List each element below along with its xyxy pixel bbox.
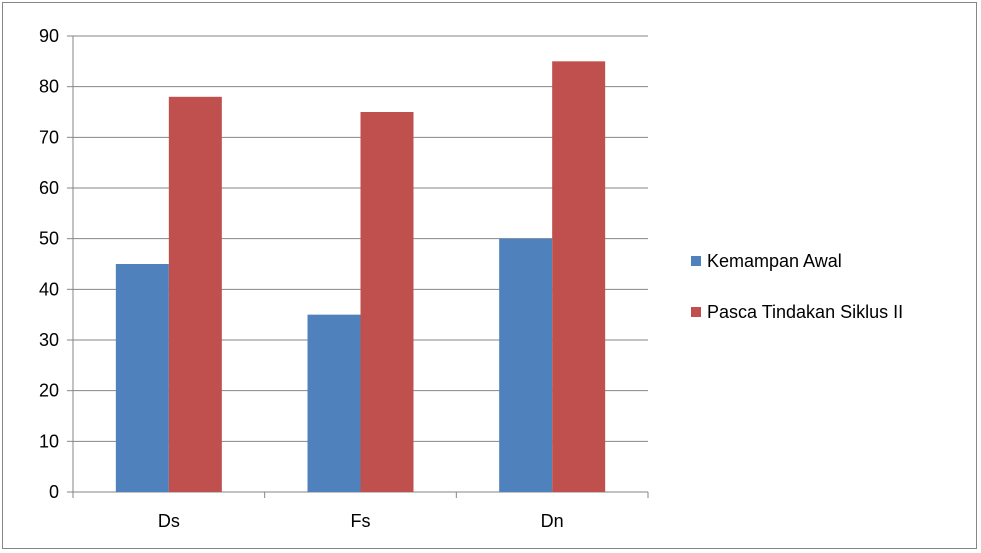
legend-label-series-1: Kemampan Awal: [707, 250, 842, 271]
y-tick-label-60: 60: [39, 178, 59, 198]
bar-ds-series-2: [168, 96, 222, 493]
y-tick-label-0: 0: [49, 482, 59, 502]
legend: Kemampan Awal Pasca Tindakan Siklus II: [691, 247, 903, 349]
bar-chart: 0 10 20 30 40 50 60 70 80 90 Ds Fs Dn: [39, 26, 649, 531]
y-tick-label-70: 70: [39, 127, 59, 147]
bar-dn-series-1: [499, 238, 553, 492]
legend-item-series-1: Kemampan Awal: [691, 247, 903, 275]
x-tick-label-fs: Fs: [351, 511, 371, 531]
legend-item-series-2: Pasca Tindakan Siklus II: [691, 298, 903, 326]
bar-fs-series-2: [360, 112, 414, 492]
bar-dn-series-2: [552, 61, 606, 492]
y-tick-label-10: 10: [39, 431, 59, 451]
x-tick-label-dn: Dn: [541, 511, 564, 531]
x-tick-label-ds: Ds: [158, 511, 180, 531]
y-tick-label-20: 20: [39, 381, 59, 401]
bar-fs-series-1: [307, 314, 361, 492]
y-tick-label-90: 90: [39, 26, 59, 46]
legend-swatch-series-1: [691, 256, 701, 266]
y-tick-label-80: 80: [39, 77, 59, 97]
bar-ds-series-1: [115, 264, 169, 492]
y-tick-label-30: 30: [39, 330, 59, 350]
legend-label-series-2: Pasca Tindakan Siklus II: [707, 301, 904, 322]
legend-swatch-series-2: [691, 307, 701, 317]
y-tick-label-40: 40: [39, 279, 59, 299]
y-tick-label-50: 50: [39, 229, 59, 249]
